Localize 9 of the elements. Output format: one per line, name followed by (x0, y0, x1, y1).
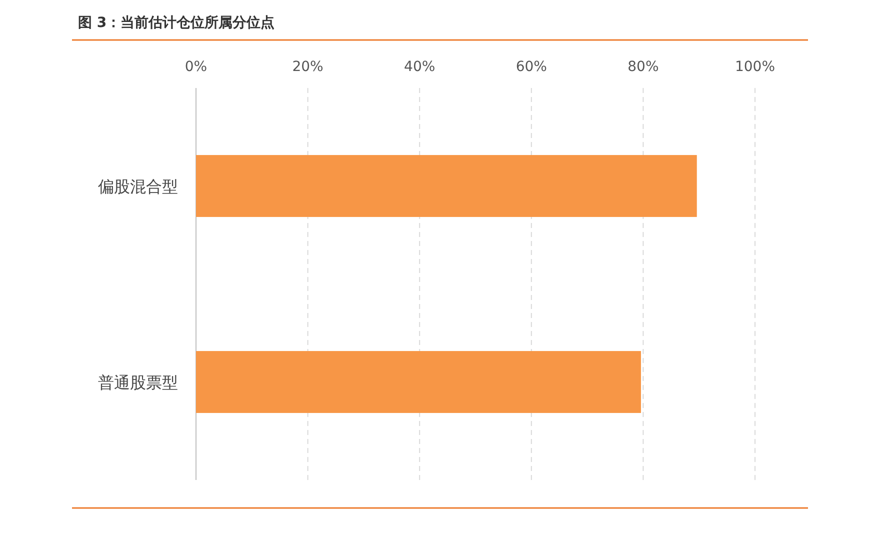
x-tick-label: 80% (628, 59, 659, 75)
chart-title: 图 3：当前估计仓位所属分位点 (78, 15, 275, 31)
x-tick-label: 100% (734, 59, 776, 75)
x-tick-label: 20% (292, 59, 324, 75)
x-tick-label: 60% (516, 59, 547, 75)
x-tick-label: 40% (404, 59, 436, 75)
y-tick-label: 普通股票型 (98, 373, 178, 392)
x-tick-label: 0% (184, 59, 208, 75)
y-tick-label: 偏股混合型 (98, 177, 178, 196)
